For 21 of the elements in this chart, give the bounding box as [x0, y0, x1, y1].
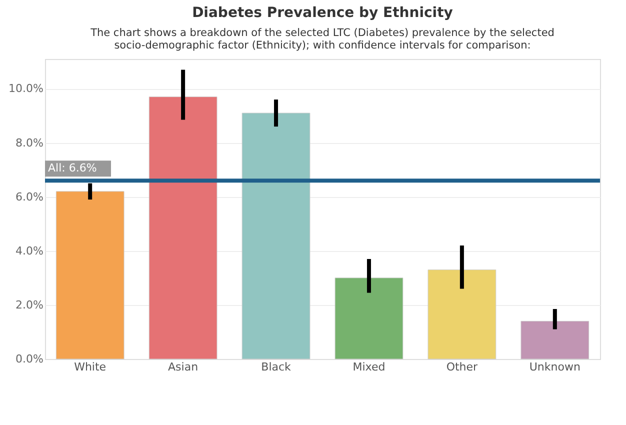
y-tick-label: 8.0%	[16, 136, 44, 150]
y-tick-label: 6.0%	[16, 190, 44, 204]
ref-line-label: All: 6.6%	[48, 162, 97, 175]
x-tick-label: White	[74, 360, 106, 374]
y-tick-label: 10.0%	[8, 82, 44, 96]
bar	[242, 112, 310, 360]
x-tick-label: Black	[261, 360, 292, 374]
chart-title: Diabetes Prevalence by Ethnicity	[192, 5, 453, 21]
bar	[520, 320, 590, 360]
bar	[56, 191, 124, 360]
bar	[334, 278, 404, 360]
x-tick-label: Unknown	[529, 360, 580, 374]
bar	[428, 270, 496, 360]
y-tick-label: 4.0%	[16, 244, 44, 258]
bar	[148, 96, 218, 360]
y-tick-label: 2.0%	[16, 298, 44, 312]
y-tick-label: 0.0%	[16, 352, 44, 366]
chart-subtitle: The chart shows a breakdown of the selected LTC (Diabetes) prevalence by the selected socio-demographic factor (Ethnicity); with confidence intervals for comparison:	[90, 27, 554, 52]
x-tick-label: Asian	[168, 360, 198, 374]
x-tick-label: Mixed	[352, 360, 386, 374]
x-tick-label: Other	[446, 360, 478, 374]
